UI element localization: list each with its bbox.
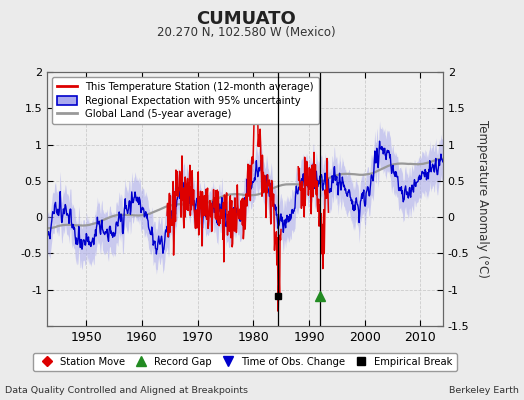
Text: Berkeley Earth: Berkeley Earth — [449, 386, 519, 395]
Text: 20.270 N, 102.580 W (Mexico): 20.270 N, 102.580 W (Mexico) — [157, 26, 335, 39]
Text: CUMUATO: CUMUATO — [196, 10, 296, 28]
Legend: Station Move, Record Gap, Time of Obs. Change, Empirical Break: Station Move, Record Gap, Time of Obs. C… — [34, 352, 456, 370]
Text: Data Quality Controlled and Aligned at Breakpoints: Data Quality Controlled and Aligned at B… — [5, 386, 248, 395]
Y-axis label: Temperature Anomaly (°C): Temperature Anomaly (°C) — [476, 120, 489, 278]
